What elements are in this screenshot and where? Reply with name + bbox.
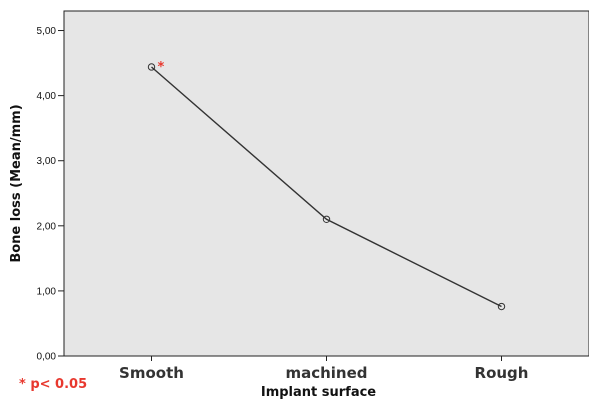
series-layer: [147, 63, 506, 311]
x-axis-title: Implant surface: [261, 385, 376, 400]
plot-area: [63, 10, 589, 357]
significance-asterisk: *: [158, 60, 165, 75]
data-point: [497, 302, 506, 311]
y-tick-label: 4,00: [37, 91, 57, 102]
annotation-layer: *: [158, 60, 165, 75]
data-point: [147, 63, 156, 71]
data-point: [322, 215, 331, 224]
y-axis-title: Bone loss (Mean/mm): [9, 104, 24, 262]
y-tick-label: 0,00: [37, 352, 57, 363]
y-tick-label: 5,00: [37, 26, 57, 37]
x-tick-label: machined: [285, 364, 367, 382]
y-tick-label: 3,00: [37, 156, 57, 167]
y-tick-label: 1,00: [37, 286, 57, 297]
x-tick-label: Rough: [475, 364, 529, 382]
significance-footnote: * p< 0.05: [19, 377, 87, 392]
series-line: [151, 66, 502, 308]
x-tick-label: Smooth: [119, 364, 184, 382]
y-tick-label: 2,00: [37, 221, 57, 232]
y-axis-ticks: 0,00 1,00 2,00 3,00 4,00 5,00: [37, 26, 64, 363]
x-axis-ticks: Smooth machined Rough: [119, 356, 528, 382]
